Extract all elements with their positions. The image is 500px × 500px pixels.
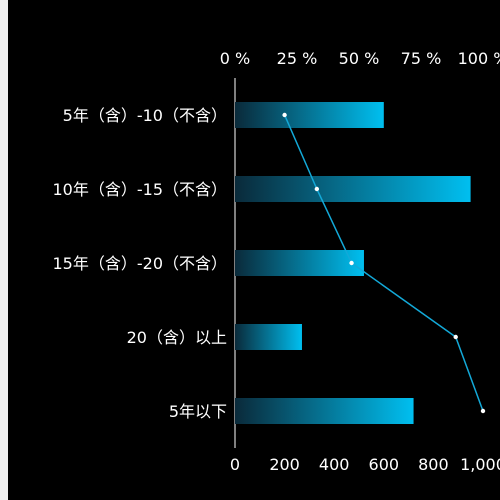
- top-tick-label: 100 %: [458, 49, 500, 68]
- bar: [235, 176, 471, 202]
- top-tick-label: 50 %: [339, 49, 380, 68]
- line-point: [282, 112, 287, 118]
- category-label: 10年（含）-15（不含）: [53, 180, 228, 199]
- line-point: [314, 186, 320, 192]
- category-label: 5年以下: [169, 402, 227, 421]
- bar: [235, 324, 302, 350]
- chart-panel: 0 %25 %50 %75 %100 % 02004006008001,000 …: [8, 0, 500, 500]
- line-point: [480, 408, 486, 414]
- top-tick-label: 75 %: [401, 49, 442, 68]
- category-label: 20（含）以上: [127, 328, 227, 347]
- bottom-tick-label: 200: [269, 455, 300, 474]
- bottom-tick-label: 800: [418, 455, 449, 474]
- bottom-tick-label: 1,000: [460, 455, 500, 474]
- category-label: 15年（含）-20（不含）: [53, 254, 228, 273]
- bar: [235, 102, 384, 128]
- top-tick-label: 0 %: [220, 49, 250, 68]
- line-point: [349, 260, 354, 266]
- category-label: 5年（含）-10（不含）: [63, 106, 227, 125]
- top-tick-label: 25 %: [277, 49, 318, 68]
- bottom-tick-label: 600: [369, 455, 400, 474]
- line-point: [453, 334, 458, 340]
- bottom-tick-label: 0: [230, 455, 240, 474]
- bottom-tick-label: 400: [319, 455, 350, 474]
- bar: [235, 398, 414, 424]
- bar: [235, 250, 364, 276]
